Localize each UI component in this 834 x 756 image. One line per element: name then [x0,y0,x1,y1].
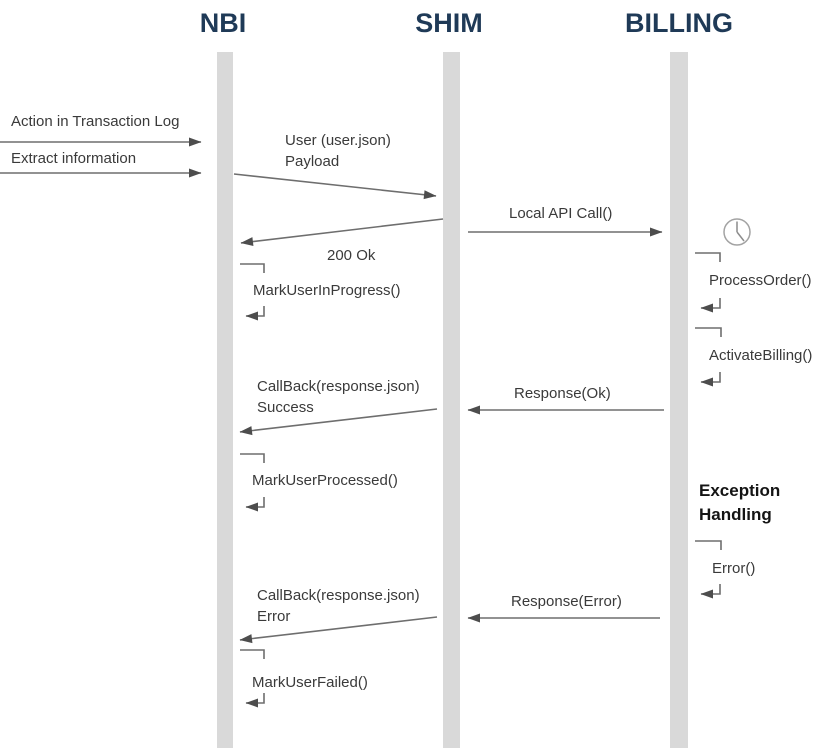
message-label-callback-success-line1: CallBack(response.json) [257,378,420,395]
message-label-user-payload-line1: User (user.json) [285,132,391,149]
self-call-return-mark-user-processed [245,497,265,512]
self-call-top-process-order [695,252,721,262]
message-label-extract-info: Extract information [11,150,137,167]
message-label-callback-error: CallBack(response.json) Error [257,585,420,627]
arrow-200-ok [240,218,444,247]
lifeline-bar-shim [443,52,460,748]
message-label-mark-user-in-progress: MarkUserInProgress() [253,282,401,299]
clock-icon [723,218,751,246]
self-call-return-error [700,584,721,599]
message-label-callback-success: CallBack(response.json) Success [257,376,420,418]
message-label-activate-billing: ActivateBilling() [709,347,813,364]
message-label-callback-error-line1: CallBack(response.json) [257,587,420,604]
message-label-local-api-call: Local API Call() [509,205,613,222]
message-label-response-ok: Response(Ok) [514,385,611,402]
self-call-top-mark-user-processed [240,453,265,463]
self-call-top-error [695,540,722,550]
arrow-callback-error [239,616,438,644]
message-label-mark-user-processed: MarkUserProcessed() [252,472,398,489]
arrow-user-payload [233,173,437,200]
lifeline-bar-nbi [217,52,233,748]
lifeline-header-shim: SHIM [415,8,483,38]
message-label-200-ok: 200 Ok [327,247,376,264]
message-label-action-log: Action in Transaction Log [11,113,180,130]
message-label-user-payload: User (user.json) Payload [285,130,391,172]
annotation-exception-handling: Exception Handling [699,479,780,527]
message-label-user-payload-line2: Payload [285,153,340,170]
self-call-top-mark-user-failed [240,649,265,659]
self-call-return-activate-billing [700,372,721,387]
message-label-callback-success-line2: Success [257,399,314,416]
self-call-return-mark-user-failed [245,693,265,708]
message-label-response-error: Response(Error) [511,593,622,610]
lifeline-header-billing: BILLING [625,8,733,38]
message-label-mark-user-failed: MarkUserFailed() [252,674,368,691]
lifeline-header-nbi: NBI [199,8,247,38]
message-label-callback-error-line2: Error [257,608,291,625]
self-call-top-mark-user-in-progress [240,263,265,273]
annotation-exception-handling-line2: Handling [699,505,772,524]
self-call-return-mark-user-in-progress [245,306,265,321]
lifeline-bar-billing [670,52,688,748]
arrow-callback-success [239,408,438,436]
annotation-exception-handling-line1: Exception [699,481,781,500]
self-call-return-process-order [700,298,721,313]
message-label-error-call: Error() [712,560,756,577]
self-call-top-activate-billing [695,327,722,337]
message-label-process-order: ProcessOrder() [709,272,812,289]
